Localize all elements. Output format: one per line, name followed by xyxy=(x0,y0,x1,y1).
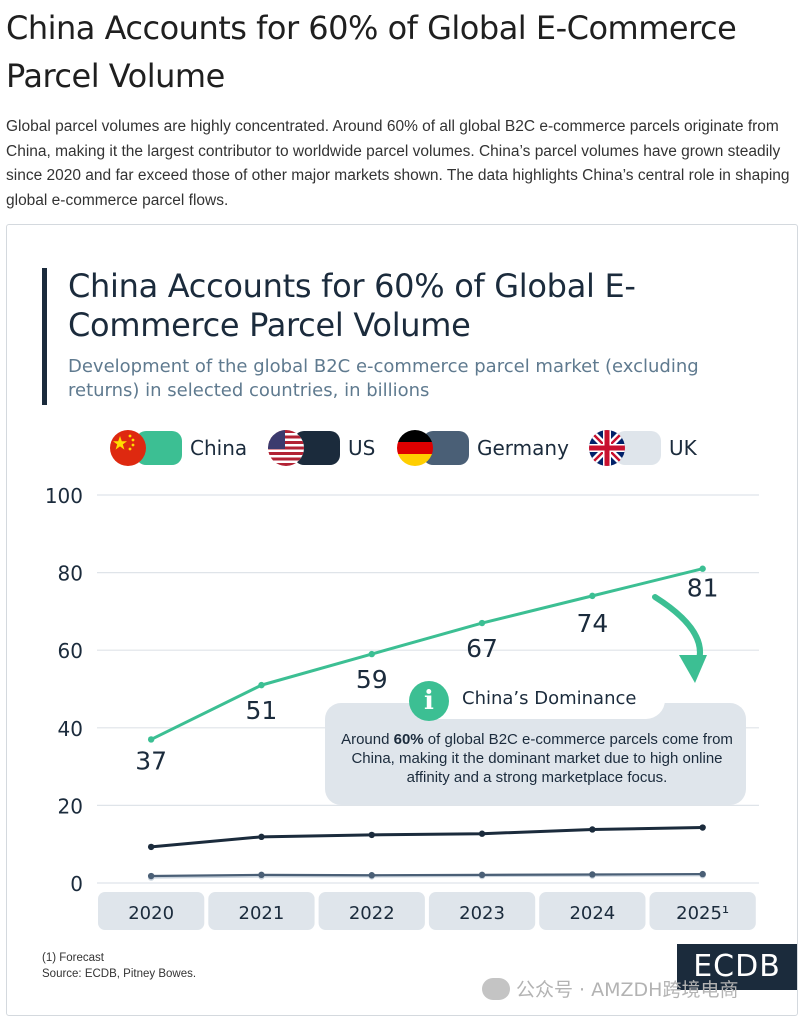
y-tick-label-20: 20 xyxy=(58,794,83,818)
data-point-germany-2 xyxy=(368,872,375,879)
footnote: (1) Forecast Source: ECDB, Pitney Bowes. xyxy=(42,950,196,982)
data-point-china-4 xyxy=(589,592,596,600)
wechat-icon xyxy=(482,978,510,1000)
x-category-box-1 xyxy=(208,892,315,930)
data-label-china-4: 74 xyxy=(576,609,608,638)
x-tick-label-5: 2025¹ xyxy=(676,903,729,924)
page-intro: Global parcel volumes are highly concent… xyxy=(6,118,790,209)
data-label-china-2: 59 xyxy=(356,665,388,694)
y-tick-label-60: 60 xyxy=(58,639,83,663)
callout-text-after: of global B2C e-commerce parcels come fr… xyxy=(351,731,733,786)
title-accent-bar xyxy=(42,268,47,405)
x-tick-label-1: 2021 xyxy=(239,903,285,924)
legend-item-uk: UK xyxy=(589,430,699,466)
x-category-box-4 xyxy=(539,892,646,930)
watermark: 公众号 · AMZDH跨境电商 xyxy=(482,975,738,1002)
data-point-germany-4 xyxy=(589,871,596,878)
data-point-us-1 xyxy=(258,833,265,841)
data-point-china-2 xyxy=(368,650,375,658)
y-tick-label-80: 80 xyxy=(58,562,83,586)
data-point-germany-0 xyxy=(147,872,155,880)
data-point-germany-3 xyxy=(478,871,486,879)
data-point-us-2 xyxy=(368,831,375,839)
callout-arrow-head xyxy=(679,655,707,683)
legend-item-china: China xyxy=(110,430,250,466)
callout-text-before: Around xyxy=(341,731,394,748)
data-point-china-0 xyxy=(147,736,155,743)
x-category-box-5 xyxy=(649,892,756,930)
series-line-germany xyxy=(151,872,703,878)
y-tick-label-0: 0 xyxy=(70,872,83,896)
x-category-box-0 xyxy=(98,892,205,930)
us-flag-icon xyxy=(268,430,304,466)
x-category-box-3 xyxy=(428,892,536,930)
ecdb-logo: ECDB xyxy=(677,944,797,990)
data-point-china-1 xyxy=(258,681,265,689)
legend-label-us: US xyxy=(348,436,376,460)
series-line-us xyxy=(151,826,703,849)
x-tick-label-0: 2020 xyxy=(128,903,174,924)
germany-flag-icon xyxy=(397,430,433,466)
legend-label-uk: UK xyxy=(669,436,697,460)
callout-text-bold: 60% xyxy=(393,731,424,748)
data-label-china-5: 81 xyxy=(687,574,719,603)
china-flag-icon xyxy=(110,430,146,466)
data-point-us-5 xyxy=(699,824,706,831)
legend-item-us: US xyxy=(268,430,378,466)
legend-item-germany: Germany xyxy=(397,430,569,466)
data-point-us-3 xyxy=(478,830,486,837)
data-point-china-3 xyxy=(478,619,486,627)
x-category-box-2 xyxy=(318,892,425,930)
series-line-uk xyxy=(151,874,703,879)
x-tick-label-3: 2023 xyxy=(459,903,505,924)
info-icon: i xyxy=(409,681,449,721)
callout-text: Around 60% of global B2C e-commerce parc… xyxy=(337,730,737,787)
series-line-china xyxy=(150,567,704,741)
x-tick-label-2: 2022 xyxy=(349,903,395,924)
line-chart: 0 20 40 60 80 100 2020 2021 2022 2023 2024 2025¹ 37 5… xyxy=(45,484,759,930)
legend-label-china: China xyxy=(190,436,248,460)
callout-title: China’s Dominance xyxy=(462,688,637,709)
data-point-us-4 xyxy=(589,826,596,833)
callout-header xyxy=(409,681,665,719)
data-label-china-1: 51 xyxy=(246,696,278,725)
data-point-germany-5 xyxy=(699,870,706,878)
data-point-us-0 xyxy=(147,843,155,851)
watermark-text: 公众号 · AMZDH跨境电商 xyxy=(516,979,739,1001)
footnote-forecast: (1) Forecast xyxy=(42,952,104,964)
data-point-germany-1 xyxy=(258,871,265,879)
data-label-china-3: 67 xyxy=(466,634,498,663)
chart-title: China Accounts for 60% of Global E-Comme… xyxy=(68,267,636,344)
page-title: China Accounts for 60% of Global E-Comme… xyxy=(6,9,737,95)
chart-subtitle: Development of the global B2C e-commerce… xyxy=(68,356,699,401)
y-tick-label-100: 100 xyxy=(45,484,83,508)
legend-label-germany: Germany xyxy=(477,436,569,460)
chart-card: China Accounts for 60% of Global E-Comme… xyxy=(6,224,798,1016)
callout-box xyxy=(325,703,746,805)
footnote-source: Source: ECDB, Pitney Bowes. xyxy=(42,968,197,980)
data-point-china-5 xyxy=(699,565,706,572)
x-tick-label-4: 2024 xyxy=(569,903,615,924)
data-label-china-0: 37 xyxy=(135,746,167,775)
y-tick-label-40: 40 xyxy=(58,717,83,741)
